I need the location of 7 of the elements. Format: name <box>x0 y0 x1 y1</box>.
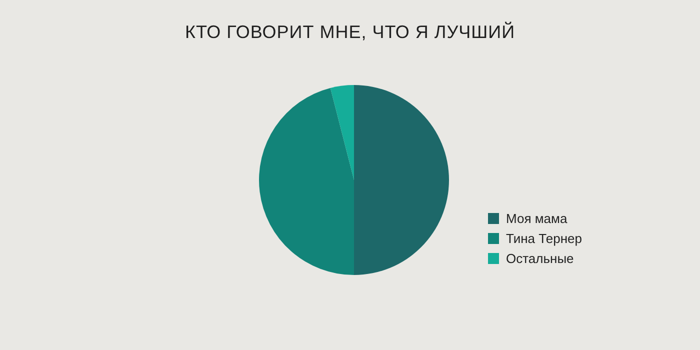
pie-slice <box>259 88 354 275</box>
legend-label: Моя мама <box>506 210 568 226</box>
legend-label: Остальные <box>506 250 574 266</box>
chart-title: КТО ГОВОРИТ МНЕ, ЧТО Я ЛУЧШИЙ <box>184 22 516 43</box>
pie-slice <box>330 85 354 180</box>
pie-slice <box>354 85 449 275</box>
legend-label: Тина Тернер <box>506 230 582 246</box>
